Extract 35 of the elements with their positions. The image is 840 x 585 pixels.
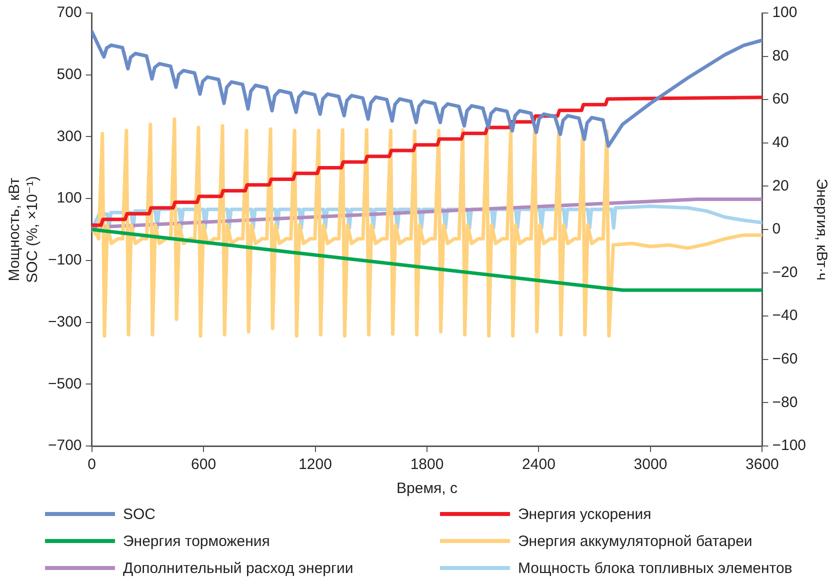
x-tick-label: 0	[88, 456, 96, 474]
y2-tick-label: 40	[772, 134, 789, 152]
y2-tick-label: −60	[772, 350, 798, 368]
y2-axis-title: Энергия, кВт·ч	[812, 178, 830, 280]
y2-tick-label: −20	[772, 264, 798, 281]
legend-label: Энергия ускорения	[518, 506, 652, 522]
y-tick-label: −500	[48, 375, 82, 392]
x-tick-label: 2400	[522, 456, 556, 474]
x-tick-label: 1800	[410, 456, 444, 474]
legend-label: Дополнительный расход энергии	[123, 560, 354, 576]
legend-label: Мощность блока топливных элементов	[518, 560, 792, 576]
legend-label: Энергия торможения	[123, 532, 270, 550]
x-tick-label: 3000	[634, 456, 668, 474]
x-tick-label: 600	[191, 456, 216, 474]
x-axis-title: Время, с	[396, 480, 458, 498]
y-tick-label: −700	[48, 437, 82, 454]
y-tick-label: 100	[56, 190, 82, 207]
y-tick-label: 300	[56, 128, 82, 145]
y-tick-label: −300	[48, 313, 82, 330]
y2-tick-label: 60	[772, 90, 789, 108]
x-tick-label: 3600	[746, 456, 779, 474]
y2-tick-label: 100	[772, 4, 798, 22]
y2-tick-label: 80	[772, 47, 789, 64]
y2-tick-label: 0	[772, 220, 781, 238]
y-tick-label: 700	[56, 4, 82, 22]
y2-tick-label: −100	[772, 437, 806, 454]
y-tick-label: 500	[56, 66, 82, 83]
y2-tick-label: 20	[772, 177, 789, 194]
legend-label: Энергия аккумуляторной батареи	[518, 532, 752, 550]
legend-label: SOC	[123, 506, 156, 522]
y-axis-title: Мощность, кВт SOC (%, ×10⁻¹)	[6, 176, 42, 283]
y-tick-label: −100	[48, 252, 82, 269]
y2-tick-label: −80	[772, 394, 798, 411]
x-tick-label: 1200	[298, 456, 332, 474]
y2-tick-label: −40	[772, 307, 798, 324]
